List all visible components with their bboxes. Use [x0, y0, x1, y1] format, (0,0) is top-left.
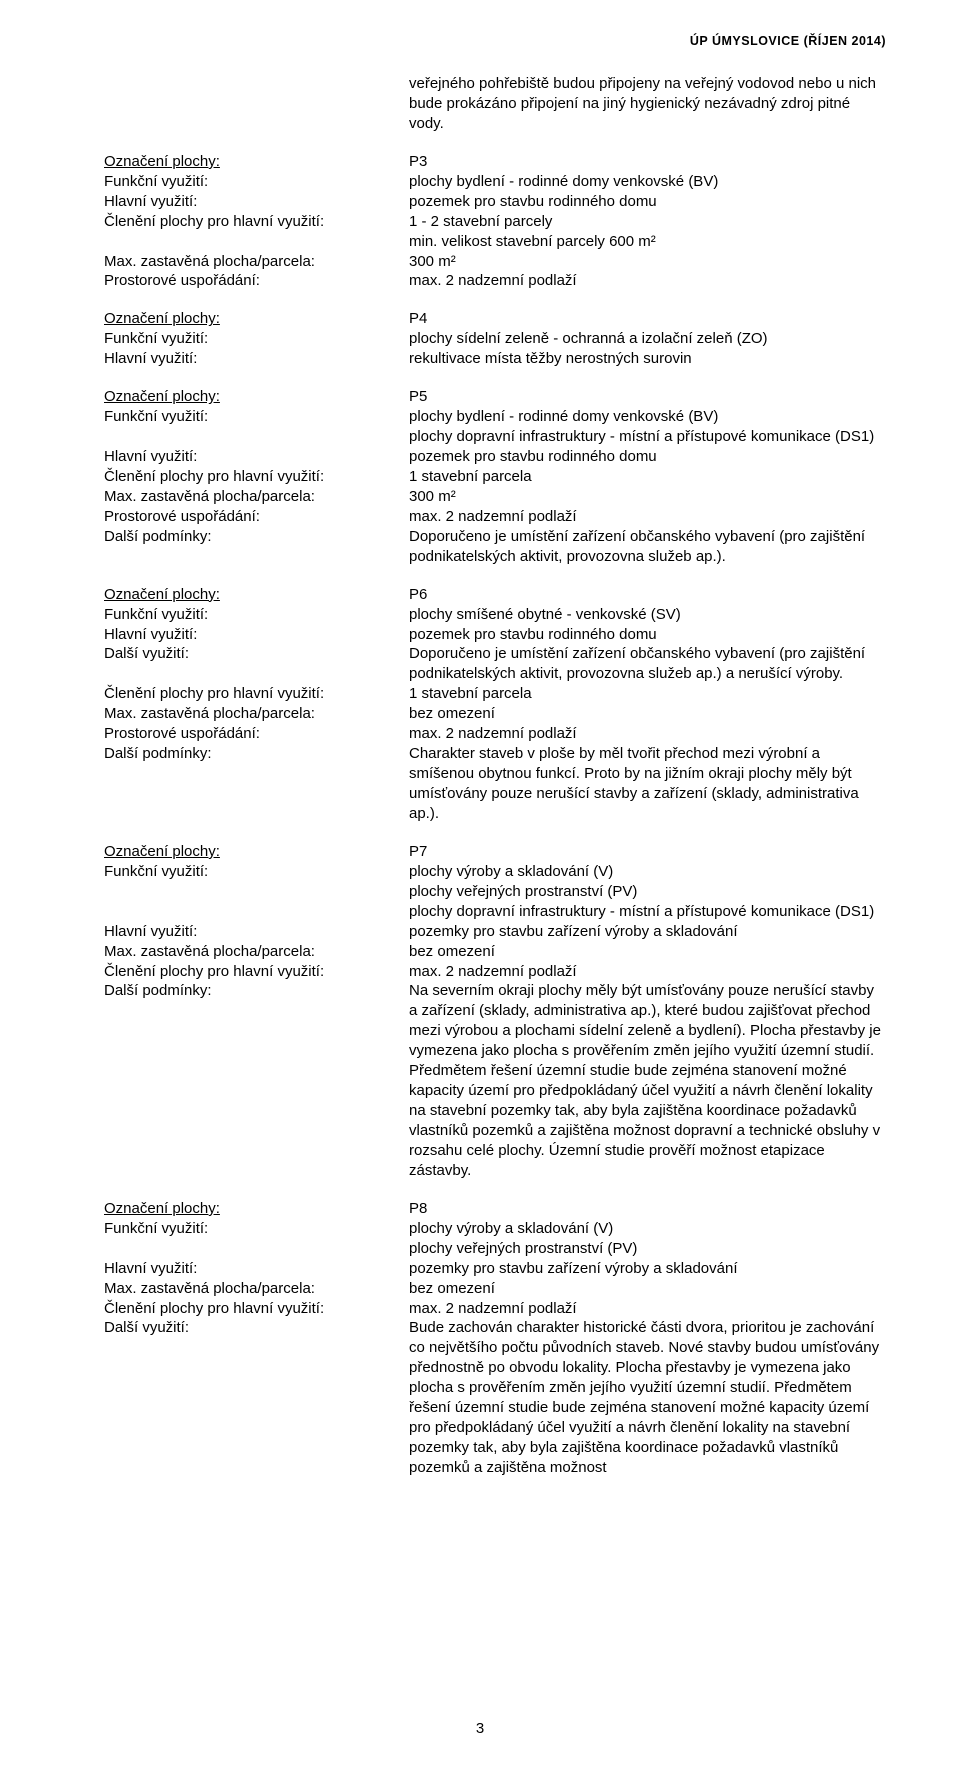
label-funkcni: Funkční využití:	[104, 862, 409, 882]
intro-paragraph: veřejného pohřebiště budou připojeny na …	[409, 74, 886, 134]
label-cleneni: Členění plochy pro hlavní využití:	[104, 962, 409, 982]
label-cleneni: Členění plochy pro hlavní využití:	[104, 1299, 409, 1319]
label-cleneni: Členění plochy pro hlavní využití:	[104, 212, 409, 232]
label-funkcni: Funkční využití:	[104, 407, 409, 427]
value-oznaceni-p6: P6	[409, 585, 886, 605]
value-dalsi-p7: Na severním okraji plochy měly být umísť…	[409, 981, 886, 1180]
value-hlavni-p7: pozemky pro stavbu zařízení výroby a skl…	[409, 922, 886, 942]
label-prostor: Prostorové uspořádání:	[104, 271, 409, 291]
label-oznaceni: Označení plochy:	[104, 585, 409, 605]
label-cleneni: Členění plochy pro hlavní využití:	[104, 467, 409, 487]
value-cleneni-p5: 1 stavební parcela	[409, 467, 886, 487]
value-oznaceni-p4: P4	[409, 309, 886, 329]
value-max-p7: bez omezení	[409, 942, 886, 962]
value-dalsi-p5: Doporučeno je umístění zařízení občanské…	[409, 527, 886, 567]
value-prostor-p5: max. 2 nadzemní podlaží	[409, 507, 886, 527]
section-p7: Označení plochy: P7 Funkční využití: plo…	[104, 842, 886, 1181]
label-hlavni: Hlavní využití:	[104, 192, 409, 212]
value-prostor-p6: max. 2 nadzemní podlaží	[409, 724, 886, 744]
label-max: Max. zastavěná plocha/parcela:	[104, 252, 409, 272]
value-prostor-p3: max. 2 nadzemní podlaží	[409, 271, 886, 291]
value-dalsi-vy-p6: Doporučeno je umístění zařízení občanské…	[409, 644, 886, 684]
label-dalsi-podminky: Další podmínky:	[104, 744, 409, 764]
value-cleneni-p7: max. 2 nadzemní podlaží	[409, 962, 886, 982]
value-funkcni-p5a: plochy bydlení - rodinné domy venkovské …	[409, 407, 886, 427]
label-max: Max. zastavěná plocha/parcela:	[104, 704, 409, 724]
value-hlavni-p5: pozemek pro stavbu rodinného domu	[409, 447, 886, 467]
label-hlavni: Hlavní využití:	[104, 349, 409, 369]
label-oznaceni: Označení plochy:	[104, 842, 409, 862]
value-oznaceni-p8: P8	[409, 1199, 886, 1219]
section-p6: Označení plochy: P6 Funkční využití: plo…	[104, 585, 886, 824]
value-oznaceni-p7: P7	[409, 842, 886, 862]
value-funkcni-p7a: plochy výroby a skladování (V)	[409, 862, 886, 882]
page-number: 3	[476, 1720, 484, 1737]
value-cleneni-p3b: min. velikost stavební parcely 600 m²	[409, 232, 886, 252]
label-max: Max. zastavěná plocha/parcela:	[104, 942, 409, 962]
label-funkcni: Funkční využití:	[104, 329, 409, 349]
label-max: Max. zastavěná plocha/parcela:	[104, 1279, 409, 1299]
value-hlavni-p8: pozemky pro stavbu zařízení výroby a skl…	[409, 1259, 886, 1279]
label-oznaceni: Označení plochy:	[104, 152, 409, 172]
label-dalsi-podminky: Další podmínky:	[104, 981, 409, 1001]
label-cleneni: Členění plochy pro hlavní využití:	[104, 684, 409, 704]
label-oznaceni: Označení plochy:	[104, 309, 409, 329]
label-funkcni: Funkční využití:	[104, 1219, 409, 1239]
label-dalsi-vyuziti: Další využití:	[104, 1318, 409, 1338]
value-dalsi-pod-p6: Charakter staveb v ploše by měl tvořit p…	[409, 744, 886, 824]
section-p8: Označení plochy: P8 Funkční využití: plo…	[104, 1199, 886, 1478]
value-max-p5: 300 m²	[409, 487, 886, 507]
value-hlavni-p3: pozemek pro stavbu rodinného domu	[409, 192, 886, 212]
value-cleneni-p3a: 1 - 2 stavební parcely	[409, 212, 886, 232]
value-funkcni-p3: plochy bydlení - rodinné domy venkovské …	[409, 172, 886, 192]
label-dalsi-vyuziti: Další využití:	[104, 644, 409, 664]
label-funkcni: Funkční využití:	[104, 605, 409, 625]
label-prostor: Prostorové uspořádání:	[104, 507, 409, 527]
value-dalsi-vy-p8: Bude zachován charakter historické části…	[409, 1318, 886, 1478]
page: ÚP ÚMYSLOVICE (ŘÍJEN 2014) veřejného poh…	[0, 0, 960, 1769]
label-oznaceni: Označení plochy:	[104, 387, 409, 407]
label-hlavni: Hlavní využití:	[104, 447, 409, 467]
value-funkcni-p4: plochy sídelní zeleně - ochranná a izola…	[409, 329, 886, 349]
value-hlavni-p4: rekultivace místa těžby nerostných surov…	[409, 349, 886, 369]
label-hlavni: Hlavní využití:	[104, 1259, 409, 1279]
value-max-p8: bez omezení	[409, 1279, 886, 1299]
section-p4: Označení plochy: P4 Funkční využití: plo…	[104, 309, 886, 369]
value-funkcni-p8b: plochy veřejných prostranství (PV)	[409, 1239, 886, 1259]
value-oznaceni-p3: P3	[409, 152, 886, 172]
value-funkcni-p7b: plochy veřejných prostranství (PV)	[409, 882, 886, 902]
value-cleneni-p8: max. 2 nadzemní podlaží	[409, 1299, 886, 1319]
page-header: ÚP ÚMYSLOVICE (ŘÍJEN 2014)	[104, 34, 886, 48]
value-cleneni-p6: 1 stavební parcela	[409, 684, 886, 704]
value-hlavni-p6: pozemek pro stavbu rodinného domu	[409, 625, 886, 645]
value-max-p6: bez omezení	[409, 704, 886, 724]
label-dalsi-podminky: Další podmínky:	[104, 527, 409, 547]
label-hlavni: Hlavní využití:	[104, 625, 409, 645]
value-funkcni-p6: plochy smíšené obytné - venkovské (SV)	[409, 605, 886, 625]
value-oznaceni-p5: P5	[409, 387, 886, 407]
value-funkcni-p8a: plochy výroby a skladování (V)	[409, 1219, 886, 1239]
value-max-p3: 300 m²	[409, 252, 886, 272]
label-prostor: Prostorové uspořádání:	[104, 724, 409, 744]
value-funkcni-p7c: plochy dopravní infrastruktury - místní …	[409, 902, 886, 922]
label-hlavni: Hlavní využití:	[104, 922, 409, 942]
label-oznaceni: Označení plochy:	[104, 1199, 409, 1219]
label-funkcni: Funkční využití:	[104, 172, 409, 192]
value-funkcni-p5b: plochy dopravní infrastruktury - místní …	[409, 427, 886, 447]
section-p3: Označení plochy: P3 Funkční využití: plo…	[104, 152, 886, 292]
section-p5: Označení plochy: P5 Funkční využití: plo…	[104, 387, 886, 566]
label-max: Max. zastavěná plocha/parcela:	[104, 487, 409, 507]
